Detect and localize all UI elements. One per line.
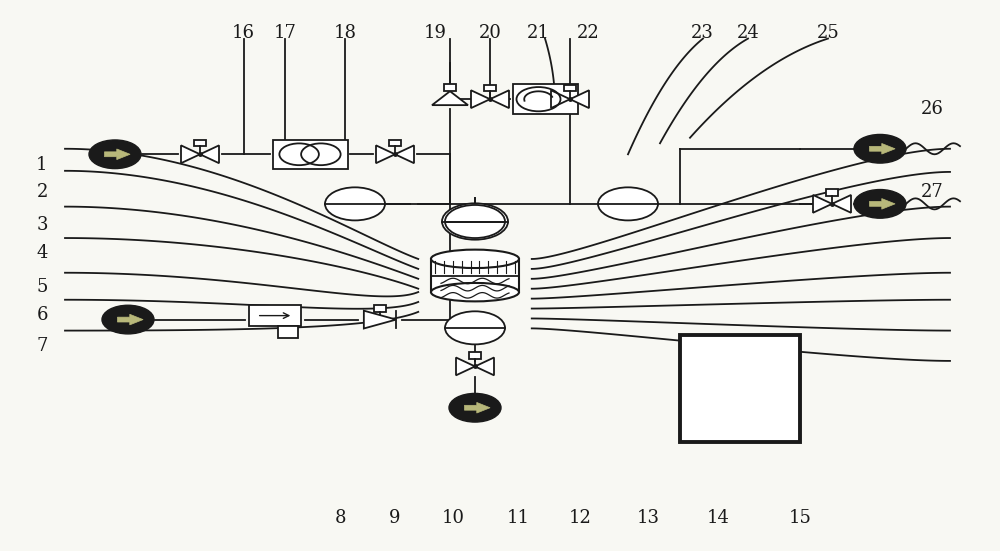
Bar	[469, 352, 481, 359]
Polygon shape	[376, 145, 395, 163]
Polygon shape	[475, 358, 494, 375]
Text: 23: 23	[691, 24, 713, 42]
Text: 14: 14	[707, 509, 729, 527]
Polygon shape	[551, 90, 570, 108]
Text: 8: 8	[334, 509, 346, 527]
Text: 15: 15	[789, 509, 811, 527]
Polygon shape	[464, 402, 490, 413]
Polygon shape	[104, 149, 130, 160]
Polygon shape	[490, 90, 509, 108]
Bar	[513, 84, 578, 115]
Text: 4: 4	[36, 245, 48, 262]
Text: 13: 13	[637, 509, 660, 527]
Polygon shape	[200, 145, 219, 163]
Bar	[564, 84, 576, 91]
Circle shape	[102, 305, 154, 334]
Ellipse shape	[431, 283, 519, 301]
Text: 10: 10	[442, 509, 464, 527]
Bar	[444, 84, 456, 91]
Text: 7: 7	[36, 337, 48, 355]
Polygon shape	[456, 358, 475, 375]
Text: 24: 24	[737, 24, 759, 42]
Polygon shape	[471, 90, 490, 108]
Bar	[389, 139, 401, 147]
Text: 27: 27	[921, 183, 943, 201]
Polygon shape	[869, 143, 895, 154]
Bar	[278, 326, 298, 338]
Bar	[431, 259, 519, 292]
Bar	[272, 140, 348, 169]
Polygon shape	[181, 145, 200, 163]
Circle shape	[445, 205, 505, 238]
Text: 1: 1	[36, 156, 48, 174]
Text: 12: 12	[569, 509, 591, 527]
Circle shape	[442, 203, 508, 240]
Polygon shape	[570, 90, 589, 108]
Polygon shape	[832, 195, 851, 213]
Ellipse shape	[431, 250, 519, 268]
Text: 26: 26	[921, 100, 943, 118]
Polygon shape	[364, 311, 396, 328]
Text: 21: 21	[527, 24, 549, 42]
Polygon shape	[395, 145, 414, 163]
Bar	[249, 305, 301, 326]
Text: 18: 18	[334, 24, 356, 42]
Text: 17: 17	[274, 24, 296, 42]
Text: 6: 6	[36, 306, 48, 324]
Polygon shape	[432, 91, 468, 105]
Bar	[680, 335, 800, 442]
Polygon shape	[117, 314, 143, 325]
Text: 16: 16	[232, 24, 254, 42]
Circle shape	[854, 134, 906, 163]
Text: 11: 11	[507, 509, 530, 527]
Bar	[374, 305, 386, 312]
Circle shape	[89, 140, 141, 169]
Text: 25: 25	[817, 24, 839, 42]
Text: 3: 3	[36, 216, 48, 234]
Circle shape	[449, 393, 501, 422]
Text: 2: 2	[36, 183, 48, 201]
Text: 5: 5	[36, 278, 48, 295]
Bar	[194, 139, 206, 147]
Circle shape	[854, 190, 906, 218]
Bar	[826, 189, 838, 196]
Circle shape	[325, 187, 385, 220]
Text: 20: 20	[479, 24, 501, 42]
Polygon shape	[869, 198, 895, 209]
Polygon shape	[813, 195, 832, 213]
Text: 19: 19	[424, 24, 446, 42]
Bar	[484, 84, 496, 91]
Circle shape	[598, 187, 658, 220]
Text: 9: 9	[389, 509, 401, 527]
Text: 22: 22	[577, 24, 599, 42]
Circle shape	[445, 311, 505, 344]
